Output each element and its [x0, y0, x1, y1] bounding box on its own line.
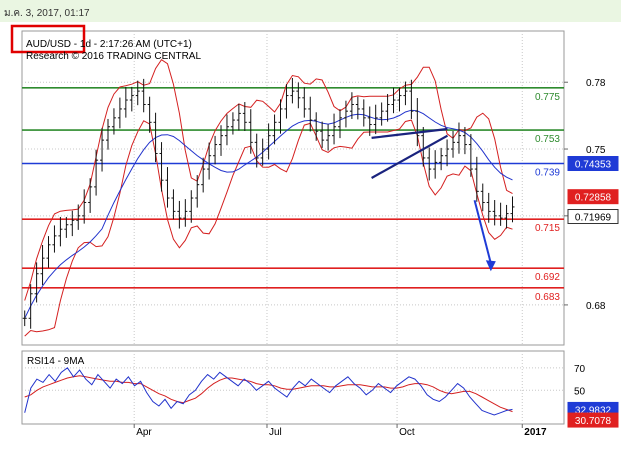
header-strip [0, 0, 621, 22]
level-label: 0.753 [535, 134, 560, 145]
trend-line-upper [371, 127, 448, 139]
rsi-y-tick-label: 50 [574, 386, 586, 397]
price-panel [21, 30, 565, 346]
trend-channel [371, 127, 496, 272]
level-label: 0.739 [535, 168, 560, 179]
price-tag-box [567, 209, 619, 225]
title-highlight-box [10, 24, 86, 54]
level-label: 0.683 [535, 292, 560, 303]
rsi-lines [24, 367, 513, 416]
chart-title: AUD/USD - 1d - 2:17:26 AM (UTC+1) [26, 39, 192, 50]
x-tick-label: Jul [269, 427, 282, 438]
x-tick-label: Apr [136, 427, 152, 438]
y-tick-label: 0.78 [586, 78, 606, 89]
trend-line-lower [371, 134, 449, 179]
price-tag-box [567, 189, 619, 205]
chart-subtitle: Research © 2016 TRADING CENTRAL [26, 51, 201, 62]
price-tag-box [567, 156, 619, 172]
rsi-tag-box [567, 412, 619, 428]
bollinger-upper [24, 59, 513, 301]
rsi-tag-label: 32.9832 [575, 405, 612, 416]
rsi-ma-line [24, 375, 513, 413]
forecast-arrow-head [485, 260, 496, 272]
forecast-arrow-shaft [473, 199, 492, 264]
level-label: 0.715 [535, 223, 560, 234]
rsi-title: RSI14 - 9MA [27, 356, 85, 367]
y-tick-label: 0.68 [586, 301, 606, 312]
price-bars [22, 77, 515, 329]
rsi-line [24, 367, 513, 416]
rsi-tag-label: 30.7078 [575, 416, 612, 427]
price-tag-label: 0.74353 [575, 160, 612, 171]
level-lines: 0.775 0.753 0.739 0.715 0.692 0.683 [22, 86, 564, 303]
bollinger-lower [24, 119, 513, 337]
x-tick-label: Oct [399, 427, 415, 438]
rsi-y-tick-label: 70 [574, 364, 586, 375]
y-tick-label: 0.75 [586, 145, 606, 156]
price-tag-label: 0.72858 [575, 193, 612, 204]
level-label: 0.692 [535, 272, 560, 283]
level-label: 0.775 [535, 92, 560, 103]
x-tick-label: 2017 [524, 427, 547, 438]
price-tag-label: 0.71969 [575, 213, 612, 224]
header-datetime: ม.ค. 3, 2017, 01:17 [4, 8, 90, 19]
grid [22, 31, 564, 424]
